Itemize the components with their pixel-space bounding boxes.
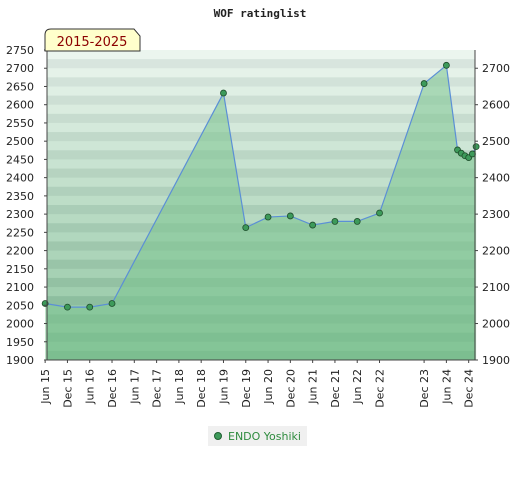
background-band bbox=[47, 214, 475, 224]
data-point bbox=[242, 224, 250, 232]
x-tick-label: Jun 20 bbox=[262, 369, 275, 405]
y-tick-label-right: 2000 bbox=[482, 318, 510, 331]
y-tick-label-left: 2750 bbox=[6, 44, 34, 57]
legend: ENDO Yoshiki bbox=[208, 426, 307, 446]
y-tick-label-left: 2700 bbox=[6, 62, 34, 75]
background-band bbox=[47, 86, 475, 97]
x-tick-label: Jun 19 bbox=[217, 369, 230, 405]
x-tick-label: Jun 17 bbox=[128, 369, 141, 405]
x-tick-label: Dec 19 bbox=[240, 369, 253, 408]
data-point bbox=[376, 209, 383, 217]
data-point bbox=[64, 303, 71, 311]
axes bbox=[46, 50, 476, 361]
y-tick-label-right: 2300 bbox=[482, 208, 510, 221]
background-band bbox=[47, 113, 475, 124]
x-tick-label: Dec 24 bbox=[463, 369, 476, 408]
x-tick-label: Jun 22 bbox=[351, 369, 364, 405]
x-tick-label: Dec 17 bbox=[151, 369, 164, 408]
y-tick-label-right: 2500 bbox=[482, 135, 510, 148]
background-band bbox=[47, 122, 475, 133]
x-tick-label: Dec 21 bbox=[329, 369, 342, 408]
background-band bbox=[47, 68, 475, 78]
legend-label: ENDO Yoshiki bbox=[228, 429, 301, 443]
y-tick-label-left: 2250 bbox=[6, 226, 34, 239]
y-tick-label-left: 2500 bbox=[6, 135, 34, 148]
y-tick-label-right: 2400 bbox=[482, 172, 510, 185]
y-tick-label-left: 2350 bbox=[6, 190, 34, 203]
x-tick-label: Jun 24 bbox=[440, 369, 453, 405]
chart-title: WOF ratinglist bbox=[214, 7, 307, 20]
y-tick-label-left: 2100 bbox=[6, 281, 34, 294]
x-tick-label: Jun 16 bbox=[84, 369, 97, 405]
background-band bbox=[47, 104, 475, 115]
y-ticks-right: 1900 2000 2100 2200 2300 2400 2500 2600 2700 bbox=[475, 62, 510, 367]
data-point bbox=[420, 80, 428, 87]
background-band bbox=[47, 132, 475, 142]
data-point bbox=[86, 303, 94, 311]
y-tick-label-left: 2450 bbox=[6, 153, 34, 166]
data-point bbox=[220, 89, 227, 97]
data-point bbox=[264, 213, 272, 221]
background-band bbox=[47, 95, 475, 106]
y-tick-label-left: 2550 bbox=[6, 117, 34, 130]
y-tick-label-left: 1900 bbox=[6, 354, 34, 367]
background-band bbox=[47, 195, 475, 206]
y-tick-label-right: 2600 bbox=[482, 99, 510, 112]
background-band bbox=[47, 77, 475, 87]
background-band bbox=[47, 141, 475, 151]
x-tick-label: Dec 16 bbox=[106, 369, 119, 408]
background-band bbox=[47, 159, 475, 170]
data-point bbox=[472, 143, 480, 151]
area-layer bbox=[45, 65, 477, 360]
background-band bbox=[47, 50, 475, 60]
x-tick-label: Jun 21 bbox=[307, 369, 320, 405]
background-band bbox=[47, 168, 475, 179]
background-band bbox=[47, 205, 475, 215]
series-area bbox=[45, 65, 477, 360]
legend-marker-icon bbox=[214, 432, 222, 440]
data-point bbox=[331, 218, 339, 225]
data-point bbox=[468, 150, 476, 158]
background-band bbox=[47, 59, 475, 69]
x-tick-label: Jun 18 bbox=[173, 369, 186, 405]
x-ticks: Jun 15 Dec 15 Jun 16 Dec 16 Jun 17 Dec 17 Jun … bbox=[39, 360, 476, 408]
y-tick-label-left: 2050 bbox=[6, 299, 34, 312]
y-tick-label-right: 2700 bbox=[482, 62, 510, 75]
y-tick-label-left: 2000 bbox=[6, 318, 34, 331]
y-tick-label-left: 2600 bbox=[6, 99, 34, 112]
data-point bbox=[309, 221, 317, 229]
period-badge: 2015-2025 bbox=[44, 28, 141, 52]
y-tick-label-left: 2650 bbox=[6, 80, 34, 93]
y-tick-label-right: 1900 bbox=[482, 354, 510, 367]
y-tick-label-left: 2400 bbox=[6, 172, 34, 185]
data-point bbox=[442, 61, 450, 69]
background-band bbox=[47, 186, 475, 197]
x-tick-label: Dec 22 bbox=[374, 369, 387, 408]
x-tick-label: Dec 23 bbox=[418, 369, 431, 408]
y-ticks-left: 1900 1950 2000 2050 2100 2150 2200 2250 2300 2350… bbox=[6, 44, 47, 367]
y-tick-label-left: 1950 bbox=[6, 336, 34, 349]
background-band bbox=[47, 177, 475, 188]
x-tick-label: Dec 18 bbox=[195, 369, 208, 408]
data-point bbox=[108, 300, 116, 307]
x-tick-label: Dec 15 bbox=[61, 369, 74, 408]
data-point bbox=[353, 218, 361, 225]
period-badge-text: 2015-2025 bbox=[57, 35, 128, 50]
y-tick-label-right: 2100 bbox=[482, 281, 510, 294]
x-tick-label: Dec 20 bbox=[284, 369, 297, 408]
y-tick-label-right: 2200 bbox=[482, 245, 510, 258]
y-tick-label-left: 2150 bbox=[6, 263, 34, 276]
x-tick-label: Jun 15 bbox=[39, 369, 52, 405]
data-point bbox=[286, 212, 294, 220]
y-tick-label-left: 2200 bbox=[6, 245, 34, 258]
background-band bbox=[47, 150, 475, 160]
y-tick-label-left: 2300 bbox=[6, 208, 34, 221]
